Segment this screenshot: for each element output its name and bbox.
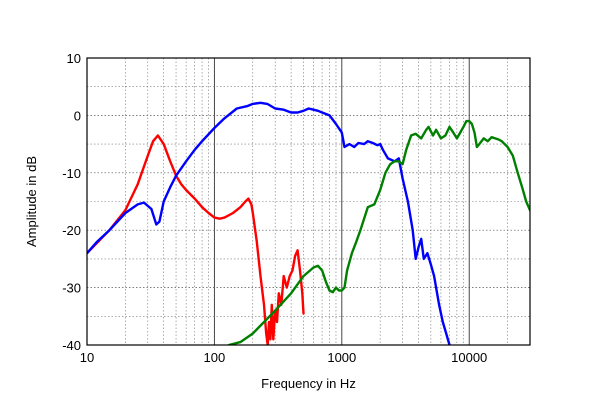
y-tick-label: -40 xyxy=(62,338,81,353)
series-line-red xyxy=(87,134,305,345)
series-line-green xyxy=(227,119,530,345)
y-tick-label: 0 xyxy=(74,108,81,123)
x-axis-label: Frequency in Hz xyxy=(261,376,356,391)
x-tick-labels: 10 100 1000 10000 xyxy=(80,350,488,365)
y-tick-label: 10 xyxy=(67,51,81,66)
x-tick-label: 1000 xyxy=(327,350,356,365)
series-layer xyxy=(87,101,530,345)
y-axis-label: Amplitude in dB xyxy=(24,156,39,247)
y-tick-label: -30 xyxy=(62,281,81,296)
x-tick-label: 100 xyxy=(204,350,226,365)
grid xyxy=(86,57,531,346)
x-tick-label: 10 xyxy=(80,350,94,365)
y-tick-labels: 10 0 -10 -20 -30 -40 xyxy=(62,51,81,353)
plot-frame xyxy=(86,57,531,346)
y-tick-label: -10 xyxy=(62,166,81,181)
x-tick-label: 10000 xyxy=(451,350,487,365)
series-line-blue xyxy=(87,101,451,345)
y-tick-label: -20 xyxy=(62,223,81,238)
